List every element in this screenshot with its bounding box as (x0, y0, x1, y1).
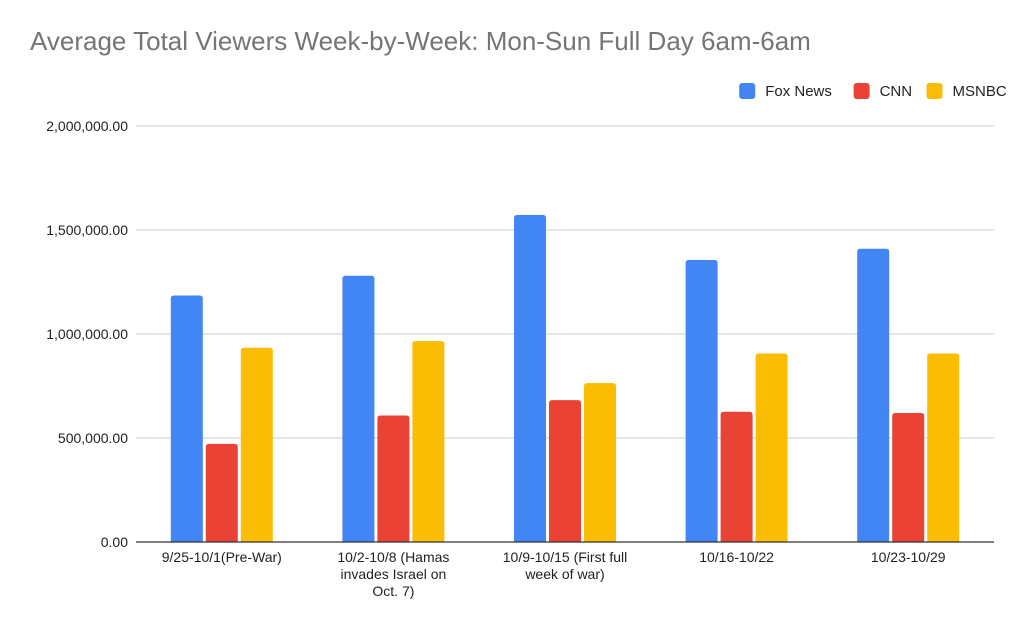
legend-swatch (926, 83, 943, 99)
gridlines (136, 125, 994, 439)
legend: Fox News CNN MSNBC (739, 83, 1007, 100)
bar-msnbc (755, 353, 788, 542)
category-label-line: 10/2-10/8 (Hamas (337, 549, 449, 565)
category-label-line: invades Israel on (340, 566, 446, 582)
legend-label: Fox News (765, 83, 832, 100)
category-label-line: week of war) (524, 566, 604, 582)
bar-msnbc (412, 341, 445, 542)
bar-msnbc (927, 353, 960, 542)
category-label: 10/16-10/22 (699, 549, 774, 565)
category-label: 9/25-10/1(Pre-War) (162, 549, 282, 565)
y-tick-label: 1,000,000.00 (46, 326, 128, 342)
bar-fox-news (857, 248, 890, 542)
category-label: 10/2-10/8 (Hamas invades Israel on Oct. 7) (337, 549, 449, 599)
category-label: 10/23-10/29 (871, 549, 946, 565)
category-label-line: 10/9-10/15 (First full (503, 549, 628, 565)
bar-cnn (205, 443, 238, 542)
bar-cnn (892, 413, 925, 542)
axis: 0.00 500,000.00 1,000,000.00 1,500,000.00 2,… (46, 118, 994, 599)
category-label: 10/9-10/15 (First full week of war) (503, 549, 628, 582)
bar-fox-news (170, 295, 203, 542)
legend-label: CNN (880, 83, 913, 100)
bars (170, 215, 960, 543)
category-label-line: 10/16-10/22 (699, 549, 774, 565)
bar-cnn (720, 411, 753, 542)
legend-swatch (739, 83, 756, 99)
bar-fox-news (514, 215, 546, 543)
y-tick-label: 0.00 (101, 534, 128, 550)
legend-swatch (853, 83, 870, 99)
y-tick-label: 1,500,000.00 (46, 222, 128, 238)
bar-msnbc (240, 347, 273, 542)
y-tick-label: 2,000,000.00 (46, 118, 128, 134)
y-tick-label: 500,000.00 (58, 430, 128, 446)
category-label-line: 9/25-10/1(Pre-War) (162, 549, 282, 565)
bar-fox-news (685, 259, 718, 542)
chart-title: Average Total Viewers Week-by-Week: Mon-… (30, 26, 811, 56)
bar-msnbc (584, 383, 616, 542)
category-label-line: Oct. 7) (372, 583, 414, 599)
bar-cnn (549, 400, 581, 542)
bar-cnn (377, 415, 410, 542)
legend-label: MSNBC (953, 83, 1007, 100)
category-label-line: 10/23-10/29 (871, 549, 946, 565)
bar-fox-news (342, 275, 375, 542)
